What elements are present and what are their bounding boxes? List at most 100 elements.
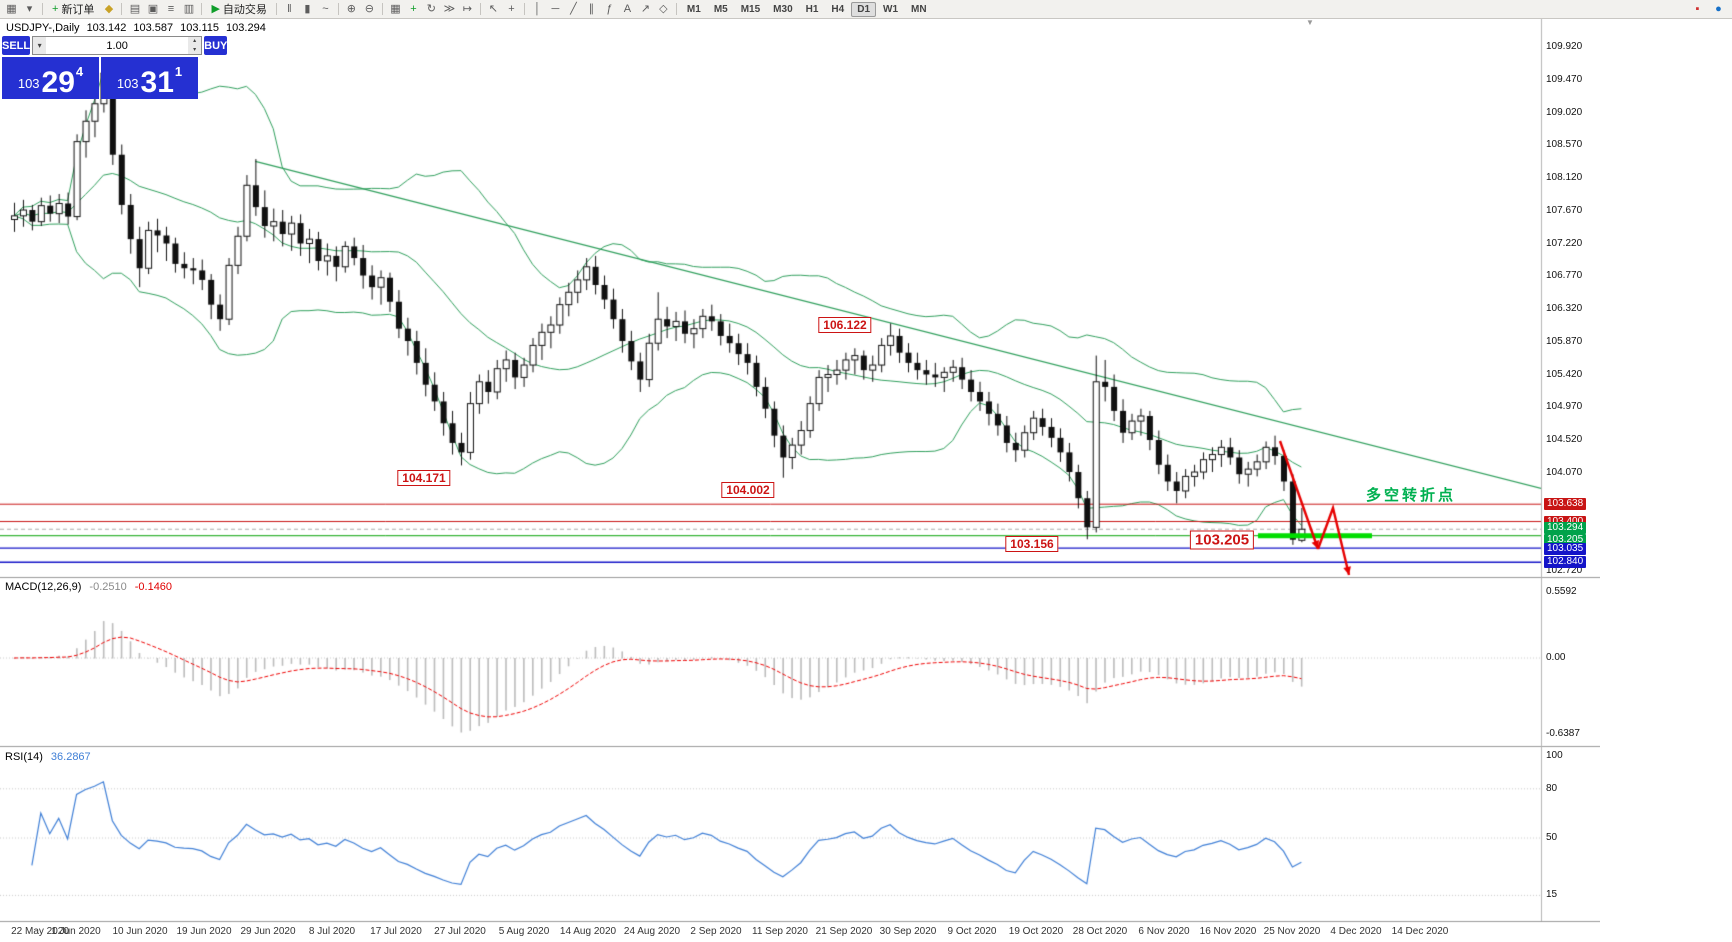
new-chart-icon: ▦ bbox=[6, 2, 17, 15]
shapes-icon: ◇ bbox=[659, 2, 668, 15]
auto-scroll-button[interactable]: ≫ bbox=[441, 1, 458, 17]
time-axis-label: 9 Oct 2020 bbox=[947, 926, 997, 937]
time-axis-label: 19 Oct 2020 bbox=[1008, 926, 1064, 937]
price-axis-tick: 107.670 bbox=[1546, 204, 1583, 216]
timeframe-m5[interactable]: M5 bbox=[708, 2, 734, 17]
crosshair-button[interactable]: + bbox=[503, 1, 520, 17]
time-axis-label: 14 Dec 2020 bbox=[1391, 926, 1449, 937]
time-axis-label: 6 Nov 2020 bbox=[1138, 926, 1190, 937]
new-order-button-label: 新订单 bbox=[61, 4, 95, 16]
time-axis-label: 10 Jun 2020 bbox=[112, 926, 168, 937]
candlestick-button[interactable]: ▮ bbox=[299, 1, 316, 17]
timeframe-m15[interactable]: M15 bbox=[735, 2, 766, 17]
channel-button[interactable]: ∥ bbox=[583, 1, 600, 17]
auto-scroll-icon: ≫ bbox=[443, 2, 456, 15]
price-axis-tick: 104.970 bbox=[1546, 401, 1583, 413]
vertical-line-button[interactable]: │ bbox=[529, 1, 546, 17]
fibonacci-button[interactable]: ƒ bbox=[601, 1, 618, 17]
zoom-in-button[interactable]: ⊕ bbox=[343, 1, 360, 17]
data-window-button[interactable]: ▣ bbox=[144, 1, 161, 17]
macd-axis-tick: 0.5592 bbox=[1546, 586, 1577, 597]
price-axis-tick: 109.020 bbox=[1546, 106, 1583, 118]
price-callout[interactable]: 104.171 bbox=[397, 470, 451, 486]
timeframe-d1[interactable]: D1 bbox=[851, 1, 877, 17]
buy-price-sup: 1 bbox=[174, 64, 183, 79]
timeframe-m30[interactable]: M30 bbox=[767, 2, 798, 17]
tile-windows-button[interactable]: ▦ bbox=[387, 1, 404, 17]
horizontal-line-button[interactable]: ─ bbox=[547, 1, 564, 17]
price-callout[interactable]: 104.002 bbox=[721, 482, 775, 498]
sell-button[interactable]: SELL bbox=[2, 36, 31, 55]
toolbar-separator bbox=[275, 3, 277, 15]
annotation-text[interactable]: 多空转折点 bbox=[1366, 487, 1457, 504]
community-button[interactable]: ● bbox=[1710, 1, 1727, 17]
time-axis-label: 21 Sep 2020 bbox=[815, 926, 873, 937]
sell-price-button[interactable]: 103 29 4 bbox=[2, 57, 99, 99]
shapes-button[interactable]: ◇ bbox=[655, 1, 672, 17]
new-chart-button[interactable]: ▦ bbox=[3, 1, 20, 17]
volume-control: ▾ ▴ ▾ bbox=[32, 36, 203, 55]
volume-up-button[interactable]: ▴ bbox=[188, 37, 202, 46]
trendline-button[interactable]: ╱ bbox=[565, 1, 582, 17]
news-button[interactable]: ▪ bbox=[1689, 1, 1706, 17]
price-line-label: 103.638 bbox=[1544, 498, 1587, 511]
candlestick-icon: ▮ bbox=[304, 2, 311, 15]
text-button[interactable]: A bbox=[619, 1, 636, 17]
chart-info: USDJPY-,Daily 103.142 103.587 103.115 10… bbox=[6, 22, 266, 34]
time-axis-label: 22 May 2020 bbox=[11, 926, 69, 937]
bar-chart-button[interactable]: ‖ bbox=[281, 1, 298, 17]
buy-price-button[interactable]: 103 31 1 bbox=[101, 57, 198, 99]
price-chart-canvas[interactable] bbox=[0, 18, 1600, 942]
terminal-icon: ▥ bbox=[183, 2, 195, 15]
timeframe-w1[interactable]: W1 bbox=[877, 2, 904, 17]
price-line-label: 103.035 bbox=[1544, 543, 1587, 556]
arrow-tool-button[interactable]: ↗ bbox=[637, 1, 654, 17]
crosshair-icon: + bbox=[508, 2, 515, 15]
line-chart-button[interactable]: ~ bbox=[317, 1, 334, 17]
timeframe-h4[interactable]: H4 bbox=[825, 2, 850, 17]
price-axis-tick: 104.520 bbox=[1546, 434, 1583, 445]
market-watch-button[interactable]: ▤ bbox=[126, 1, 143, 17]
toolbar-separator bbox=[121, 3, 123, 15]
navigator-button[interactable]: ≡ bbox=[162, 1, 179, 17]
new-order-button[interactable]: + 新订单 bbox=[47, 1, 99, 17]
channel-icon: ∥ bbox=[588, 2, 595, 15]
trade-price-row: 103 29 4 103 31 1 bbox=[2, 57, 198, 99]
toolbar-separator bbox=[201, 3, 203, 15]
timeframe-h1[interactable]: H1 bbox=[800, 2, 825, 17]
toolbar-separator bbox=[42, 3, 43, 15]
ohlc-close: 103.294 bbox=[226, 22, 266, 34]
price-callout[interactable]: 103.205 bbox=[1189, 530, 1255, 550]
chart-shift-button[interactable]: ↦ bbox=[459, 1, 476, 17]
price-axis-tick: 108.570 bbox=[1546, 139, 1583, 151]
ohlc-high: 103.587 bbox=[133, 22, 174, 34]
buy-button[interactable]: BUY bbox=[204, 36, 228, 55]
arrow-tool-icon: ↗ bbox=[640, 2, 651, 15]
add-indicator-icon: + bbox=[410, 2, 417, 15]
zoom-out-button[interactable]: ⊖ bbox=[361, 1, 378, 17]
macd-indicator-label: MACD(12,26,9) -0.2510 -0.1460 bbox=[5, 581, 172, 593]
profiles-button[interactable]: ▾ bbox=[21, 1, 38, 17]
add-indicator-button[interactable]: + bbox=[405, 1, 422, 17]
volume-dropdown-button[interactable]: ▾ bbox=[33, 37, 47, 54]
refresh-button[interactable]: ↻ bbox=[423, 1, 440, 17]
price-callout[interactable]: 106.122 bbox=[818, 317, 872, 333]
timeframe-mn[interactable]: MN bbox=[905, 2, 933, 17]
data-window-icon: ▣ bbox=[147, 2, 159, 15]
price-axis-tick: 105.870 bbox=[1546, 335, 1583, 347]
volume-input[interactable] bbox=[46, 37, 189, 54]
time-axis-label: 5 Aug 2020 bbox=[498, 926, 550, 937]
volume-down-button[interactable]: ▾ bbox=[188, 45, 202, 54]
chart-shift-marker[interactable]: ▼ bbox=[1306, 18, 1314, 27]
chart-symbol-period: USDJPY-,Daily bbox=[6, 22, 80, 34]
timeframe-m1[interactable]: M1 bbox=[681, 2, 707, 17]
price-axis-tick: 105.420 bbox=[1546, 368, 1583, 380]
toolbar: ▦ ▾ + 新订单 ◆ ▤ ▣ ≡ ▥ ▶ 自动交易 ‖ ▮ ~ ⊕ ⊖ ▦ + ↻ ≫ ↦ ↖ + │ ─ ╱ ∥ ƒ A ↗ ◇ M1 M5… bbox=[0, 0, 1732, 19]
metaeditor-button[interactable]: ◆ bbox=[100, 1, 117, 17]
cursor-button[interactable]: ↖ bbox=[485, 1, 502, 17]
terminal-button[interactable]: ▥ bbox=[180, 1, 197, 17]
macd-signal-value: -0.1460 bbox=[134, 581, 173, 593]
autotrading-button[interactable]: ▶ 自动交易 bbox=[206, 1, 271, 17]
price-callout[interactable]: 103.156 bbox=[1005, 536, 1059, 552]
